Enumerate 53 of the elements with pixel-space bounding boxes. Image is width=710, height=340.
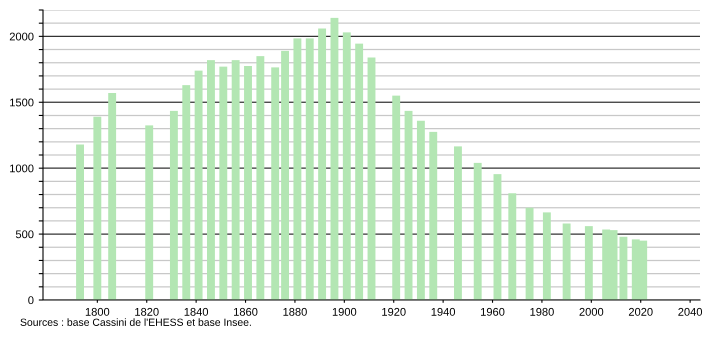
bar — [194, 70, 203, 300]
bar — [526, 208, 534, 300]
bar — [355, 44, 364, 300]
x-tick-label: 1980 — [530, 308, 554, 316]
bar — [368, 57, 376, 300]
bar — [170, 110, 178, 300]
x-tick-label: 1860 — [234, 308, 258, 316]
bar — [145, 125, 154, 300]
bar — [562, 224, 571, 300]
bar — [207, 60, 215, 300]
bar — [392, 96, 400, 300]
bar — [182, 85, 190, 300]
y-tick-label: 0 — [28, 296, 34, 304]
x-tick-label: 1960 — [481, 308, 504, 316]
y-tick-label: 1500 — [10, 98, 34, 106]
bar — [293, 38, 302, 300]
x-tick-label: 1840 — [184, 308, 208, 316]
bar — [584, 226, 593, 300]
x-tick-label: 1940 — [432, 308, 456, 316]
y-tick-label: 2000 — [10, 32, 34, 40]
y-tick-label: 500 — [16, 230, 34, 238]
bar — [619, 236, 628, 300]
x-tick-label: 2040 — [678, 308, 702, 316]
bar — [416, 120, 425, 300]
bar — [318, 28, 326, 300]
bar — [108, 93, 116, 300]
bar — [306, 38, 314, 300]
bar — [429, 132, 438, 300]
bar — [219, 66, 228, 300]
bar — [330, 18, 338, 300]
bar — [474, 162, 482, 300]
x-tick-label: 1920 — [382, 308, 406, 316]
bar — [244, 66, 252, 300]
bar — [256, 56, 264, 300]
bar — [271, 67, 280, 300]
x-tick-label: 2000 — [580, 308, 604, 316]
bar — [454, 146, 462, 300]
bar — [508, 193, 516, 300]
bar — [93, 116, 102, 300]
bar — [542, 212, 551, 300]
source-note: Sources : base Cassini de l'EHESS et base Insee. — [20, 318, 251, 326]
bar — [342, 32, 351, 300]
x-tick-label: 1900 — [332, 308, 356, 316]
y-tick-label: 1000 — [10, 164, 34, 172]
bar — [281, 50, 290, 300]
bar — [232, 60, 240, 300]
x-tick-label: 2020 — [628, 308, 653, 316]
bar — [494, 174, 502, 300]
bar — [76, 144, 84, 300]
x-tick-label: 1800 — [86, 308, 110, 316]
x-tick-label: 1880 — [283, 308, 307, 316]
x-tick-label: 1820 — [135, 308, 159, 316]
bar — [404, 110, 412, 300]
